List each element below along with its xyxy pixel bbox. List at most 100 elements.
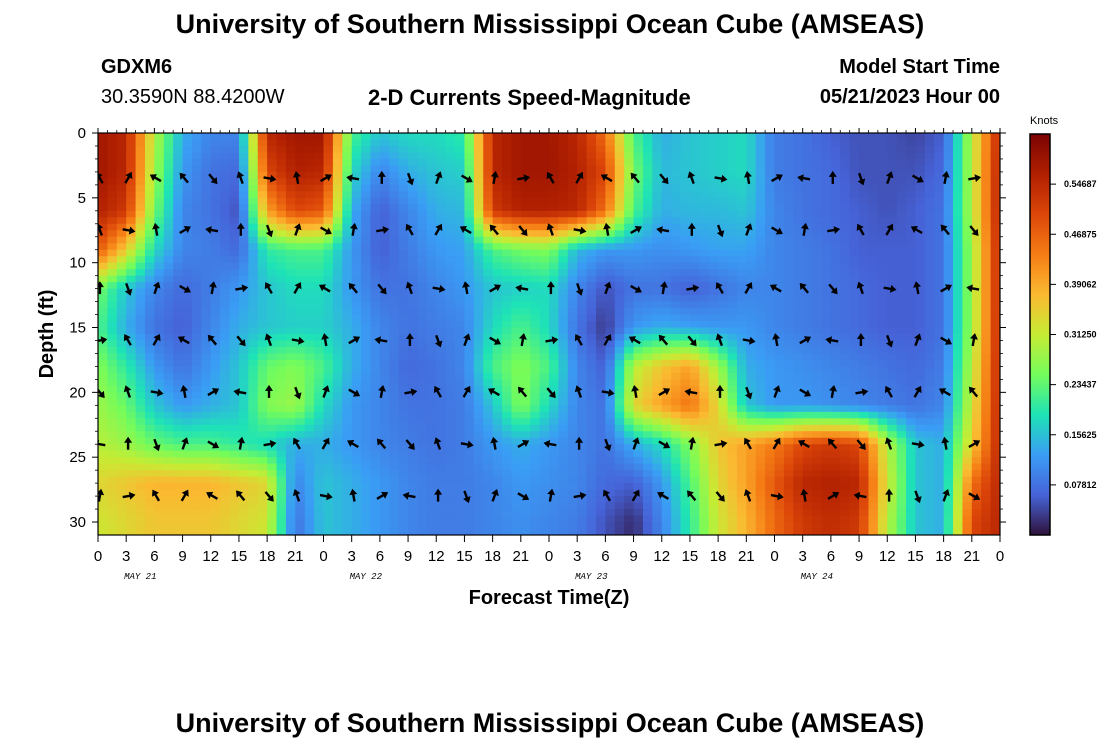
heatmap-cell xyxy=(144,295,155,303)
heatmap-cell xyxy=(812,139,823,147)
heatmap-cell xyxy=(981,379,992,387)
heatmap-cell xyxy=(295,405,306,413)
heatmap-cell xyxy=(455,262,466,270)
heatmap-cell xyxy=(379,431,390,439)
heatmap-cell xyxy=(502,184,513,192)
heatmap-cell xyxy=(398,392,409,400)
heatmap-cell xyxy=(126,450,137,458)
heatmap-cell xyxy=(473,334,484,342)
heatmap-cell xyxy=(859,249,870,257)
heatmap-cell xyxy=(389,210,400,218)
heatmap-cell xyxy=(257,463,268,471)
heatmap-cell xyxy=(163,210,174,218)
heatmap-cell xyxy=(765,178,776,186)
heatmap-cell xyxy=(314,405,325,413)
heatmap-cell xyxy=(567,346,578,355)
heatmap-cell xyxy=(285,184,296,192)
heatmap-cell xyxy=(774,353,785,361)
heatmap-cell xyxy=(755,398,766,406)
heatmap-cell xyxy=(887,411,898,419)
model-start-label: Model Start Time xyxy=(839,56,1000,78)
heatmap-cell xyxy=(953,418,964,426)
heatmap-cell xyxy=(126,327,137,335)
heatmap-cell xyxy=(718,197,729,205)
heatmap-cell xyxy=(661,184,672,192)
heatmap-cell xyxy=(314,230,325,238)
heatmap-cell xyxy=(736,398,747,406)
heatmap-cell xyxy=(821,295,832,303)
heatmap-cell xyxy=(830,249,841,257)
heatmap-cell xyxy=(267,243,278,251)
heatmap-cell xyxy=(727,269,738,277)
heatmap-cell xyxy=(793,171,804,179)
heatmap-cell xyxy=(642,178,653,186)
heatmap-cell xyxy=(154,178,165,186)
heatmap-cell xyxy=(802,178,813,186)
heatmap-cell xyxy=(915,418,926,426)
heatmap-cell xyxy=(144,385,155,393)
heatmap-cell xyxy=(962,392,973,400)
heatmap-cell xyxy=(173,301,184,309)
heatmap-cell xyxy=(285,158,296,167)
heatmap-cell xyxy=(295,256,306,264)
heatmap-cell xyxy=(398,308,409,316)
heatmap-cell xyxy=(238,450,249,458)
heatmap-cell xyxy=(577,282,588,290)
heatmap-cell xyxy=(661,139,672,147)
heatmap-cell xyxy=(332,158,343,167)
heatmap-cell xyxy=(680,275,691,283)
heatmap-cell xyxy=(830,418,841,426)
heatmap-cell xyxy=(746,450,757,458)
heatmap-cell xyxy=(436,158,447,167)
heatmap-cell xyxy=(332,236,343,244)
heatmap-cell xyxy=(708,217,719,225)
heatmap-cell xyxy=(736,392,747,400)
heatmap-cell xyxy=(990,437,1000,445)
heatmap-cell xyxy=(530,379,541,387)
heatmap-cell xyxy=(840,256,851,264)
heatmap-cell xyxy=(191,171,202,179)
heatmap-cell xyxy=(98,314,108,322)
heatmap-cell xyxy=(398,346,409,355)
heatmap-cell xyxy=(511,321,522,329)
heatmap-cell xyxy=(887,184,898,192)
heatmap-cell xyxy=(304,243,315,251)
heatmap-cell xyxy=(511,256,522,264)
heatmap-cell xyxy=(464,197,475,205)
heatmap-cell xyxy=(577,353,588,361)
heatmap-cell xyxy=(304,308,315,316)
heatmap-cell xyxy=(671,334,682,342)
heatmap-cell xyxy=(586,463,597,471)
heatmap-cell xyxy=(934,398,945,406)
heatmap-cell xyxy=(539,450,550,458)
heatmap-cell xyxy=(689,288,700,296)
heatmap-cell xyxy=(445,295,456,303)
heatmap-cell xyxy=(257,372,268,380)
heatmap-cell xyxy=(689,314,700,322)
heatmap-cell xyxy=(417,359,428,368)
heatmap-cell xyxy=(473,353,484,361)
heatmap-cell xyxy=(849,165,860,173)
heatmap-cell xyxy=(445,230,456,238)
heatmap-cell xyxy=(802,431,813,439)
heatmap-cell xyxy=(830,210,841,218)
heatmap-cell xyxy=(614,243,625,251)
heatmap-cell xyxy=(924,385,935,393)
heatmap-cell xyxy=(793,359,804,368)
heatmap-cell xyxy=(464,139,475,147)
heatmap-cell xyxy=(868,230,879,238)
heatmap-cell xyxy=(567,327,578,335)
heatmap-cell xyxy=(595,398,606,406)
heatmap-cell xyxy=(802,314,813,322)
heatmap-cell xyxy=(229,411,240,419)
heatmap-cell xyxy=(351,171,362,179)
heatmap-cell xyxy=(680,321,691,329)
heatmap-cell xyxy=(126,262,137,270)
heatmap-cell xyxy=(877,145,888,154)
heatmap-cell xyxy=(464,236,475,244)
heatmap-cell xyxy=(445,204,456,212)
heatmap-cell xyxy=(539,314,550,322)
heatmap-cell xyxy=(220,139,231,147)
heatmap-cell xyxy=(558,321,569,329)
heatmap-cell xyxy=(896,152,907,160)
